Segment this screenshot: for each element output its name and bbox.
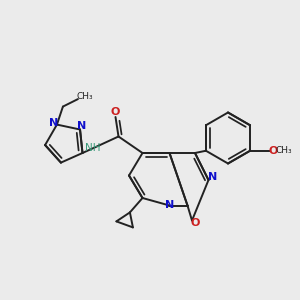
Text: CH₃: CH₃ xyxy=(76,92,93,101)
Text: CH₃: CH₃ xyxy=(276,146,292,155)
Text: O: O xyxy=(111,106,120,117)
Text: N: N xyxy=(165,200,174,211)
Text: N: N xyxy=(49,118,58,128)
Text: NH: NH xyxy=(85,143,100,153)
Text: O: O xyxy=(268,146,278,156)
Text: N: N xyxy=(208,172,217,182)
Text: O: O xyxy=(190,218,200,229)
Text: N: N xyxy=(77,121,86,131)
